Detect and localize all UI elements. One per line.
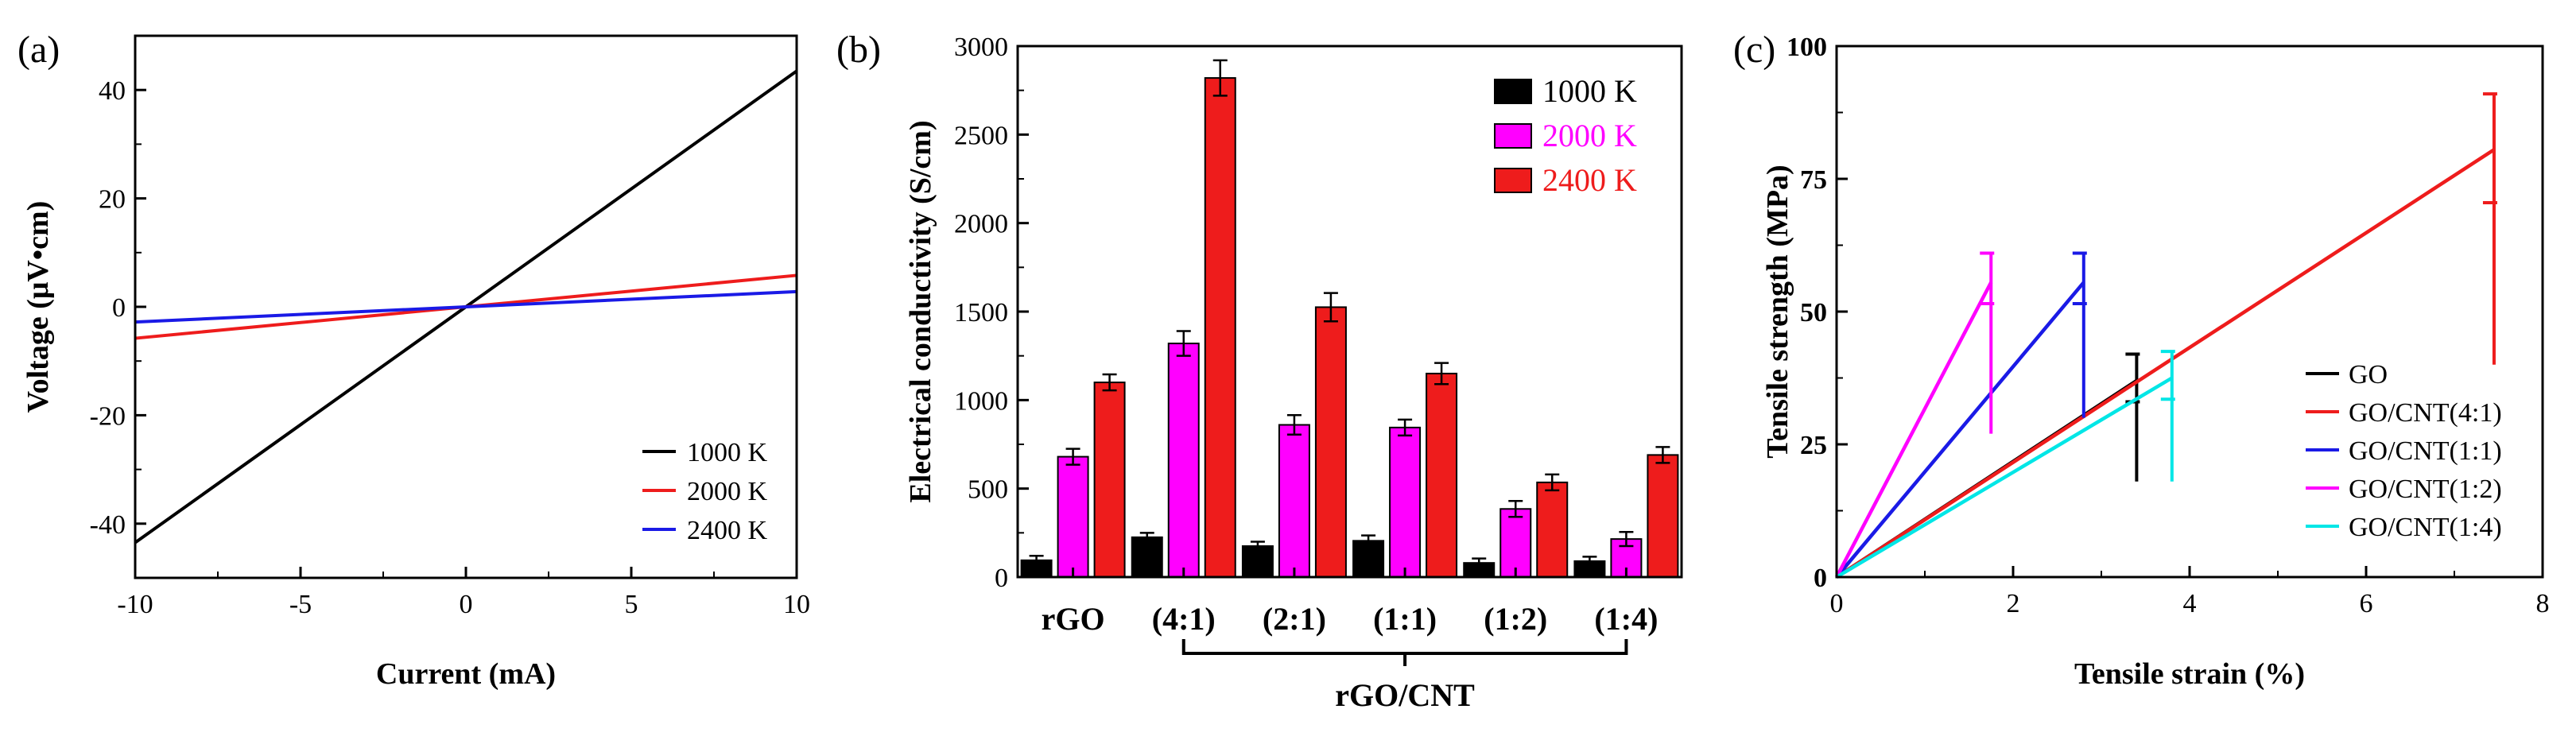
panel-c-y-tick-label: 0 xyxy=(1814,564,1827,593)
panel-c-x-tick-label: 2 xyxy=(2007,589,2020,618)
panel-c-legend-label-4: GO/CNT(1:2) xyxy=(2349,475,2502,504)
panel-b-bracket-label: rGO/CNT xyxy=(1335,677,1475,713)
panel-b-category-label-5: (1:2) xyxy=(1484,601,1547,637)
panel-a-legend: 1000 K 2000 K 2400 K xyxy=(642,438,768,545)
panel-c-plot-area xyxy=(1835,92,2497,579)
panel-c-series-line-3 xyxy=(1835,281,2085,579)
panel-b-bar-(4:1)-1000 K xyxy=(1131,536,1163,579)
panel-c-x-tick-label: 4 xyxy=(2183,589,2197,618)
panel-c-legend-label-1: GO xyxy=(2349,360,2388,389)
panel-b-bracket-line xyxy=(1181,639,1628,655)
panel-c-ticks: 0 2 4 6 8 0 25 50 75 100 xyxy=(1787,33,2550,618)
panel-b-legend-swatch-2 xyxy=(1494,123,1532,149)
panel-c-y-tick-label: 100 xyxy=(1787,33,1827,62)
panel-c: (c) 0 2 4 6 8 0 25 50 75 100 Tensile strain (%) T… xyxy=(1733,29,2550,691)
panel-a-x-tick-label: -10 xyxy=(117,590,153,619)
panel-b-bar-(4:1)-2000 K xyxy=(1167,343,1200,578)
panel-a-x-tick-label: 5 xyxy=(625,590,638,619)
panel-b-legend-label-3: 2400 K xyxy=(1542,162,1637,198)
panel-b-bar-(4:1)-2400 K xyxy=(1204,77,1236,578)
panel-c-y-tick-label: 75 xyxy=(1800,165,1827,195)
panel-b-legend-swatch-3 xyxy=(1494,168,1532,193)
panel-b-category-label-2: (4:1) xyxy=(1152,601,1216,637)
panel-b-legend-label-2: 2000 K xyxy=(1542,118,1637,153)
panel-b-category-label-3: (2:1) xyxy=(1263,601,1326,637)
panel-b-bar-(1:2)-2400 K xyxy=(1536,481,1569,579)
panel-b-bar-(2:1)-2400 K xyxy=(1314,306,1347,578)
panel-c-y-tick-label: 25 xyxy=(1800,431,1827,460)
panel-b: (b) 0 500 1000 1500 2000 2500 3000 rGO (4:1) (2:1… xyxy=(836,29,1683,713)
panel-b-bar-(1:1)-2000 K xyxy=(1389,426,1422,579)
panel-b-bar-(1:1)-2400 K xyxy=(1426,372,1458,578)
panel-c-y-tick-label: 50 xyxy=(1800,298,1827,327)
panel-a-x-tick-label: 10 xyxy=(783,590,810,619)
panel-a-y-tick-label: -20 xyxy=(90,401,126,431)
panel-b-y-tick-label: 0 xyxy=(995,564,1008,593)
panel-b-legend-label-1: 1000 K xyxy=(1542,73,1637,109)
panel-a-legend-label-2: 2000 K xyxy=(687,477,768,506)
panel-b-label: (b) xyxy=(836,29,881,71)
panel-c-legend-label-5: GO/CNT(1:4) xyxy=(2349,513,2502,542)
panel-b-bar-rGO-2400 K xyxy=(1093,382,1126,579)
panel-b-plot-area xyxy=(1020,59,1679,579)
panel-c-series-line-4 xyxy=(1835,281,1993,579)
panel-b-legend-swatch-1 xyxy=(1494,79,1532,104)
panel-c-x-tick-label: 8 xyxy=(2536,589,2550,618)
panel-b-bar-(1:4)-2400 K xyxy=(1647,454,1679,578)
panel-a-x-tick-label: 0 xyxy=(460,590,473,619)
panel-b-bar-(2:1)-2000 K xyxy=(1278,424,1310,578)
panel-c-y-axis-title: Tensile strength (MPa) xyxy=(1761,165,1794,458)
panel-c-legend: GO GO/CNT(4:1) GO/CNT(1:1) GO/CNT(1:2) GO/CN… xyxy=(2306,360,2502,542)
panel-a-series-line-3 xyxy=(134,289,797,324)
panel-b-y-tick-label: 500 xyxy=(968,475,1008,505)
panel-a: (a) -10 -5 0 5 10 -40 -20 0 20 40 Current (mA) Vo… xyxy=(17,29,810,691)
panel-a-y-tick-label: 40 xyxy=(99,76,126,106)
panel-a-label: (a) xyxy=(17,29,60,71)
panel-b-category-label-6: (1:4) xyxy=(1594,601,1658,637)
panel-b-bar-rGO-2000 K xyxy=(1057,455,1089,578)
panel-a-x-tick-label: -5 xyxy=(289,590,312,619)
panel-b-y-tick-label: 2500 xyxy=(954,121,1008,150)
panel-a-legend-label-1: 1000 K xyxy=(687,438,768,467)
panel-c-legend-label-3: GO/CNT(1:1) xyxy=(2349,436,2502,466)
panel-c-series-line-5 xyxy=(1835,376,2173,579)
panel-c-x-tick-label: 6 xyxy=(2360,589,2373,618)
panel-b-y-tick-label: 1500 xyxy=(954,298,1008,327)
panel-b-y-axis-title: Electrical conductivity (S/cm) xyxy=(904,120,937,502)
panel-a-plot-area xyxy=(134,69,798,544)
panel-b-category-label-4: (1:1) xyxy=(1373,601,1437,637)
panel-c-x-axis-title: Tensile strain (%) xyxy=(2074,657,2305,691)
panel-c-legend-label-2: GO/CNT(4:1) xyxy=(2349,398,2502,428)
panel-b-y-tick-label: 3000 xyxy=(954,33,1008,62)
panel-b-bracket: rGO/CNT xyxy=(1181,639,1628,713)
panel-b-category-label-1: rGO xyxy=(1042,601,1105,637)
panel-b-ticks: 0 500 1000 1500 2000 2500 3000 rGO (4:1) (2:1) (1:… xyxy=(954,33,1658,637)
panel-b-bar-(1:2)-2000 K xyxy=(1499,508,1532,578)
panel-b-legend: 1000 K 2000 K 2400 K xyxy=(1494,73,1637,198)
panel-c-series-line-2 xyxy=(1835,148,2496,579)
panel-b-y-tick-label: 1000 xyxy=(954,386,1008,416)
panel-a-y-axis-title: Voltage (μV•cm) xyxy=(21,201,55,413)
panel-c-x-tick-label: 0 xyxy=(1830,589,1844,618)
panel-a-legend-label-3: 2400 K xyxy=(687,516,768,545)
panel-a-y-tick-label: 0 xyxy=(112,293,126,323)
panel-a-ticks: -10 -5 0 5 10 -40 -20 0 20 40 xyxy=(90,76,810,619)
panel-c-label: (c) xyxy=(1733,29,1775,71)
panel-a-x-axis-title: Current (mA) xyxy=(376,657,556,691)
panel-a-y-tick-label: 20 xyxy=(99,185,126,215)
panel-a-y-tick-label: -40 xyxy=(90,510,126,540)
panel-b-y-tick-label: 2000 xyxy=(954,210,1008,239)
